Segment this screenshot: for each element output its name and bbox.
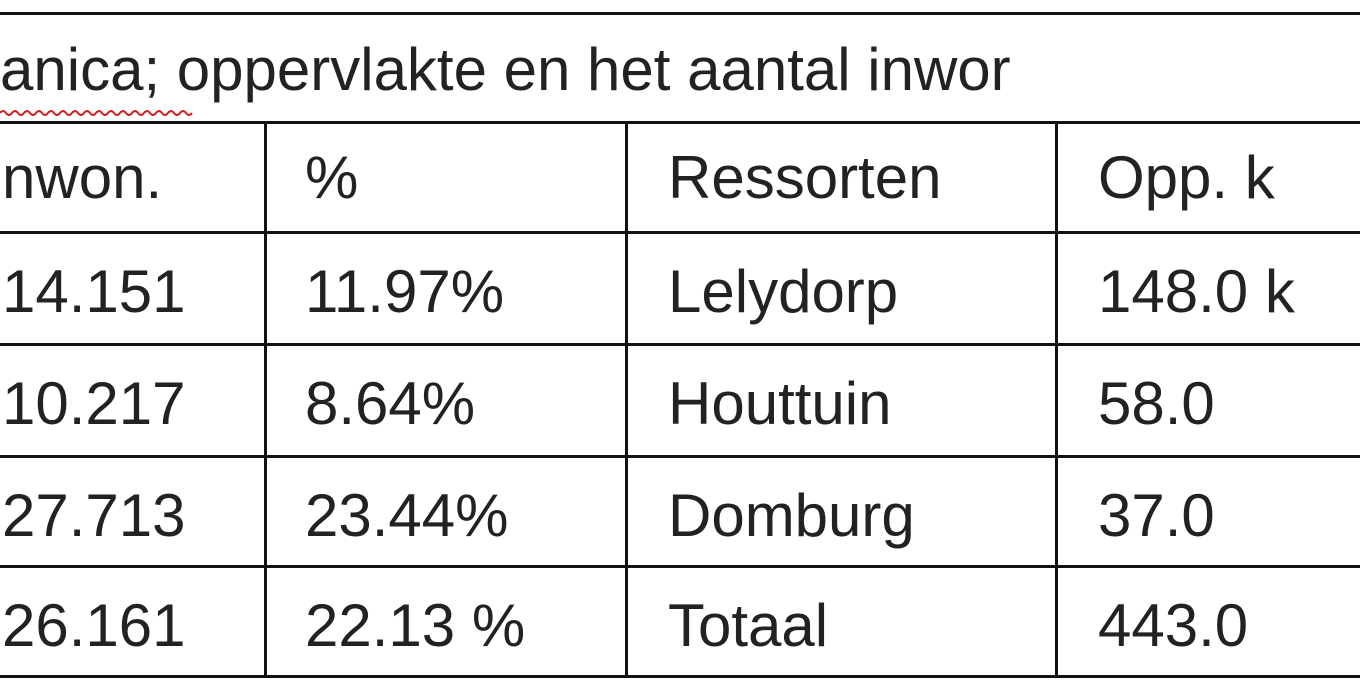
cell: 27.713 (2, 482, 186, 549)
border (0, 231, 1360, 234)
cell: 26.161 (2, 592, 186, 659)
cell: Houttuin (668, 370, 892, 437)
header-cell: Ressorten (668, 144, 942, 211)
border (0, 12, 1360, 15)
cell: Lelydorp (668, 258, 899, 325)
cell: 148.0 k (1098, 258, 1295, 325)
cell: 11.97% (305, 258, 505, 325)
spellcheck-underline (0, 110, 193, 116)
border (0, 455, 1360, 458)
cell: 443.0 (1098, 592, 1249, 659)
cell: Totaal (668, 592, 829, 659)
border (625, 121, 628, 678)
cell: 10.217 (2, 370, 186, 437)
cell: 8.64% (305, 370, 476, 437)
cell: 37.0 (1098, 482, 1215, 549)
cell: Domburg (668, 482, 915, 549)
header-cell: Opp. k (1098, 144, 1275, 211)
table-title: anica; oppervlakte en het aantal inwor (0, 36, 1011, 103)
border (0, 675, 1360, 678)
cell: 14.151 (2, 258, 186, 325)
header-cell: % (305, 144, 359, 211)
border (0, 565, 1360, 568)
border (0, 121, 1360, 124)
border (264, 121, 267, 678)
header-cell: nwon. (2, 144, 163, 211)
cell: 23.44% (305, 482, 509, 549)
cell: 58.0 (1098, 370, 1215, 437)
cell: 22.13 % (305, 592, 526, 659)
border (0, 343, 1360, 346)
border (1055, 121, 1058, 678)
